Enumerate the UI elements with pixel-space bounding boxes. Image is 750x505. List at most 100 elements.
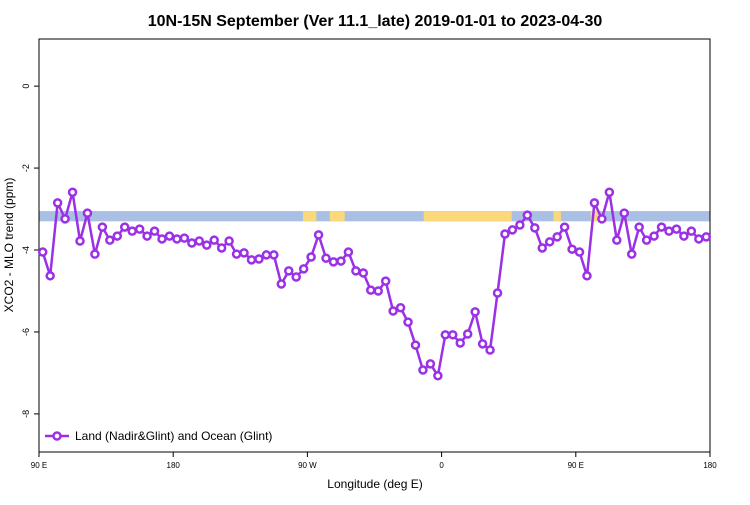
y-tick-label: -6 xyxy=(21,328,31,336)
land-segment xyxy=(302,211,317,222)
y-tick-label: -4 xyxy=(21,246,31,254)
series-point xyxy=(231,249,242,259)
plot-frame xyxy=(38,38,711,453)
x-tick-label: 90 E xyxy=(31,461,47,470)
series-point xyxy=(246,255,257,265)
series-point xyxy=(507,225,518,235)
x-axis-label: Longitude (deg E) xyxy=(327,477,422,491)
series-point xyxy=(455,338,465,348)
series-point xyxy=(604,187,615,197)
series-point xyxy=(522,210,533,220)
series-point xyxy=(440,330,451,340)
series-point xyxy=(537,243,547,253)
series-point xyxy=(239,248,249,258)
series-point xyxy=(75,236,85,246)
series-point xyxy=(306,252,316,262)
y-tick-label: -8 xyxy=(21,410,31,418)
series-point xyxy=(574,247,585,257)
series-point xyxy=(298,264,309,274)
series-point xyxy=(60,214,70,224)
series-point xyxy=(679,231,689,241)
series-point xyxy=(321,253,331,263)
series-point xyxy=(97,222,108,232)
series-point xyxy=(187,238,197,248)
series-point xyxy=(291,272,301,282)
series-point xyxy=(313,230,324,240)
series-point xyxy=(641,235,652,245)
legend-marker xyxy=(52,431,62,441)
series-point xyxy=(343,247,354,257)
series-point xyxy=(544,237,555,247)
series-point xyxy=(269,250,279,260)
x-tick-label: 90 E xyxy=(568,461,584,470)
y-tick-label: 0 xyxy=(21,84,31,89)
series-point xyxy=(142,231,152,241)
legend-label: Land (Nadir&Glint) and Ocean (Glint) xyxy=(75,429,272,443)
series-point xyxy=(626,249,637,259)
x-tick-label: 180 xyxy=(703,461,717,470)
y-axis-label: XCO2 - MLO trend (ppm) xyxy=(2,178,16,313)
series-point xyxy=(216,243,227,253)
chart-title: 10N-15N September (Ver 11.1_late) 2019-0… xyxy=(148,13,603,30)
series-point xyxy=(202,240,212,250)
series-point xyxy=(582,271,592,281)
series-point xyxy=(105,235,115,245)
series-point xyxy=(664,226,674,236)
series-point xyxy=(567,244,577,254)
x-tick-label: 180 xyxy=(167,461,181,470)
series-point xyxy=(448,330,458,340)
series-point xyxy=(403,317,413,327)
series-point xyxy=(485,345,495,355)
series-point xyxy=(462,329,473,339)
series-point xyxy=(612,235,622,245)
series-point xyxy=(597,214,607,224)
series-point xyxy=(336,256,346,266)
land-segment xyxy=(329,211,345,222)
series-point xyxy=(194,236,205,246)
series-point xyxy=(127,226,137,236)
series-point xyxy=(515,220,525,230)
series-point xyxy=(477,339,488,349)
series-point xyxy=(134,224,145,234)
series-point xyxy=(530,223,540,233)
series-point xyxy=(149,226,160,236)
series-point xyxy=(351,266,361,276)
series-point xyxy=(90,249,100,259)
series-point xyxy=(112,231,123,241)
series-point xyxy=(500,229,510,239)
series-point xyxy=(67,187,78,197)
series-point xyxy=(366,285,376,295)
series-point xyxy=(649,231,659,241)
series-point xyxy=(395,303,406,313)
series-point xyxy=(380,276,391,286)
series-point xyxy=(634,222,644,232)
series-point xyxy=(686,226,697,236)
series-point xyxy=(619,208,630,218)
series-point xyxy=(701,232,712,242)
series-point xyxy=(254,254,264,264)
series-point xyxy=(261,250,272,260)
series-point xyxy=(694,234,704,244)
series-point xyxy=(276,279,287,289)
series-point xyxy=(492,288,503,298)
x-tick-label: 0 xyxy=(439,461,444,470)
series-point xyxy=(37,247,48,257)
series-point xyxy=(328,257,339,267)
series-point xyxy=(164,231,175,241)
series-point xyxy=(373,286,383,296)
series-point xyxy=(671,224,682,234)
series-point xyxy=(157,234,167,244)
series-point xyxy=(224,236,234,246)
series-point xyxy=(179,233,190,243)
series-point xyxy=(433,371,443,381)
x-tick-label: 90 W xyxy=(298,461,317,470)
series-point xyxy=(82,208,93,218)
series-point xyxy=(410,340,421,350)
series-point xyxy=(388,306,398,316)
series-point xyxy=(358,268,369,278)
series-point xyxy=(119,222,130,232)
series-point xyxy=(284,266,294,276)
series-point xyxy=(552,232,562,242)
series-point xyxy=(45,271,55,281)
